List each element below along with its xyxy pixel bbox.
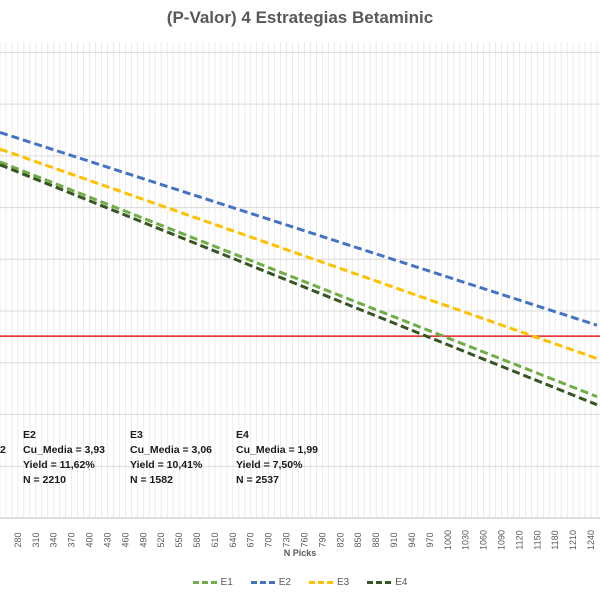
legend-swatch-e3 bbox=[309, 581, 333, 584]
annotation-e3-cu-media: Cu_Media = 3,06 bbox=[130, 444, 212, 456]
annotation-e3: E3 Cu_Media = 3,06 Yield = 10,41% N = 15… bbox=[130, 428, 212, 488]
chart-title: (P-Valor) 4 Estrategias Betaminic bbox=[166, 8, 434, 27]
legend-label-e3: E3 bbox=[337, 577, 350, 588]
x-tick-label: 760 bbox=[299, 532, 309, 547]
x-tick-label: 640 bbox=[228, 532, 238, 547]
legend-item-e2[interactable]: E2 bbox=[250, 577, 291, 588]
legend-label-e4: E4 bbox=[395, 577, 408, 588]
annotation-e1: 2 bbox=[0, 428, 6, 458]
legend-item-e3[interactable]: E3 bbox=[309, 577, 349, 588]
x-tick-label: 520 bbox=[156, 532, 166, 547]
annotation-e4: E4 Cu_Media = 1,99 Yield = 7,50% N = 253… bbox=[236, 428, 318, 488]
x-tick-label: 430 bbox=[102, 532, 112, 547]
x-tick-label: 460 bbox=[120, 532, 130, 547]
x-tick-label: 490 bbox=[138, 532, 148, 547]
series-line-e1 bbox=[0, 160, 598, 399]
x-tick-label: 1180 bbox=[550, 530, 560, 549]
annotation-e2-n: N = 2210 bbox=[23, 474, 66, 486]
x-tick-label: 970 bbox=[425, 532, 435, 547]
x-tick-label: 730 bbox=[282, 532, 292, 547]
series-line-e3 bbox=[0, 147, 598, 360]
annotation-e2-yield: Yield = 11,62% bbox=[23, 459, 95, 471]
x-tick-label: 910 bbox=[389, 532, 399, 547]
x-tick-label: 610 bbox=[210, 532, 220, 547]
legend-swatch-e1 bbox=[192, 581, 217, 584]
x-tick-label: 580 bbox=[192, 532, 202, 547]
annotation-e4-cu-media: Cu_Media = 1,99 bbox=[236, 444, 318, 456]
annotation-e4-yield: Yield = 7,50% bbox=[236, 459, 303, 471]
x-tick-label: 880 bbox=[371, 532, 381, 547]
x-tick-label: 280 bbox=[13, 532, 23, 547]
annotation-e4-title: E4 bbox=[236, 429, 249, 441]
legend-label-e2: E2 bbox=[278, 577, 291, 588]
x-tick-label: 1000 bbox=[443, 530, 453, 550]
legend-swatch-e2 bbox=[250, 581, 275, 584]
x-tick-label: 790 bbox=[317, 532, 327, 547]
x-tick-label: 1240 bbox=[586, 530, 596, 550]
legend-swatch-e4 bbox=[367, 581, 392, 584]
annotation-e1-line: 2 bbox=[0, 444, 6, 456]
annotation-e4-n: N = 2537 bbox=[236, 474, 279, 486]
annotation-e2: E2 Cu_Media = 3,93 Yield = 11,62% N = 22… bbox=[23, 428, 105, 488]
legend: E1 E2 E3 E4 bbox=[0, 577, 600, 588]
x-tick-label: 400 bbox=[85, 532, 95, 547]
x-tick-label: 310 bbox=[31, 532, 41, 547]
annotation-e3-yield: Yield = 10,41% bbox=[130, 459, 203, 471]
x-tick-label: 1150 bbox=[532, 530, 542, 549]
x-tick-label: 550 bbox=[174, 532, 184, 547]
x-tick-label: 370 bbox=[67, 532, 77, 547]
x-tick-label: 1120 bbox=[514, 530, 524, 549]
series-line-e2 bbox=[0, 131, 598, 327]
series-lines bbox=[0, 131, 598, 407]
annotation-e3-title: E3 bbox=[130, 429, 143, 441]
x-tick-label: 820 bbox=[335, 532, 345, 547]
x-tick-label: 1060 bbox=[479, 530, 489, 550]
annotation-e3-n: N = 1582 bbox=[130, 474, 173, 486]
x-axis-title: N Picks bbox=[283, 548, 317, 558]
x-tick-label: 700 bbox=[264, 532, 274, 547]
x-tick-label: 850 bbox=[353, 532, 363, 547]
legend-label-e1: E1 bbox=[220, 577, 233, 588]
legend-item-e4[interactable]: E4 bbox=[367, 577, 407, 588]
x-tick-label: 340 bbox=[49, 532, 59, 547]
legend-item-e1[interactable]: E1 bbox=[192, 577, 233, 588]
x-tick-label: 940 bbox=[407, 532, 417, 547]
annotation-e2-cu-media: Cu_Media = 3,93 bbox=[23, 444, 105, 456]
x-tick-label: 1090 bbox=[496, 530, 506, 550]
x-tick-labels: 280 310 340 370 400 430 460 490 520 550 580 610 640 6… bbox=[13, 530, 596, 550]
x-tick-label: 1030 bbox=[461, 530, 471, 550]
gridlines bbox=[0, 42, 600, 519]
annotation-e2-title: E2 bbox=[23, 429, 36, 441]
x-tick-label: 1210 bbox=[568, 530, 578, 550]
x-tick-label: 670 bbox=[246, 532, 256, 547]
